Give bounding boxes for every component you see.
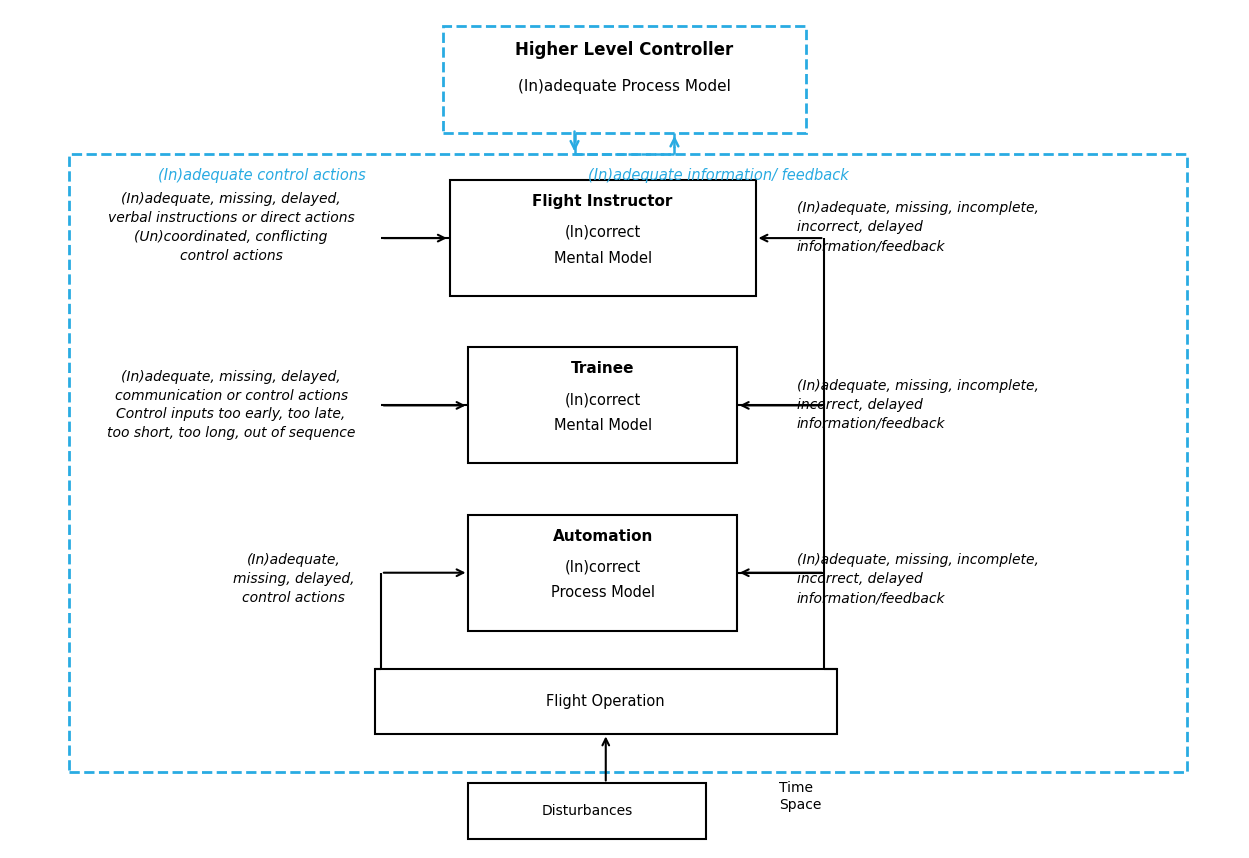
Text: (In)adequate, missing, incomplete,
incorrect, delayed
information/feedback: (In)adequate, missing, incomplete, incor…: [797, 379, 1039, 431]
Text: (In)correct: (In)correct: [565, 559, 641, 574]
Bar: [443, 26, 806, 133]
Text: (In)correct: (In)correct: [565, 225, 641, 239]
Text: (In)correct: (In)correct: [565, 392, 641, 407]
Text: (In)adequate information/ feedback: (In)adequate information/ feedback: [588, 168, 848, 184]
Text: Higher Level Controller: Higher Level Controller: [516, 41, 733, 59]
Text: (In)adequate, missing, delayed,
communication or control actions
Control inputs : (In)adequate, missing, delayed, communic…: [107, 370, 355, 440]
Text: Trainee: Trainee: [571, 361, 634, 376]
Text: Time
Space: Time Space: [779, 781, 822, 812]
Text: Mental Model: Mental Model: [553, 418, 652, 432]
Text: Process Model: Process Model: [551, 585, 654, 600]
Text: Automation: Automation: [552, 529, 653, 543]
Bar: [468, 347, 737, 463]
Text: (In)adequate, missing, incomplete,
incorrect, delayed
information/feedback: (In)adequate, missing, incomplete, incor…: [797, 202, 1039, 253]
Text: (In)adequate control actions: (In)adequate control actions: [159, 168, 366, 184]
Text: (In)adequate,
missing, delayed,
control actions: (In)adequate, missing, delayed, control …: [232, 553, 355, 605]
Text: (In)adequate, missing, delayed,
verbal instructions or direct actions
(Un)coordi: (In)adequate, missing, delayed, verbal i…: [107, 192, 355, 263]
Bar: [450, 180, 756, 296]
Bar: [375, 669, 837, 734]
Text: Flight Operation: Flight Operation: [547, 694, 664, 709]
Bar: [468, 783, 706, 839]
Bar: [69, 154, 1187, 772]
Text: Disturbances: Disturbances: [541, 804, 633, 819]
Text: (In)adequate Process Model: (In)adequate Process Model: [518, 79, 731, 94]
Text: (In)adequate, missing, incomplete,
incorrect, delayed
information/feedback: (In)adequate, missing, incomplete, incor…: [797, 553, 1039, 605]
Text: Mental Model: Mental Model: [553, 251, 652, 265]
Bar: [468, 515, 737, 631]
Text: Flight Instructor: Flight Instructor: [532, 194, 673, 208]
